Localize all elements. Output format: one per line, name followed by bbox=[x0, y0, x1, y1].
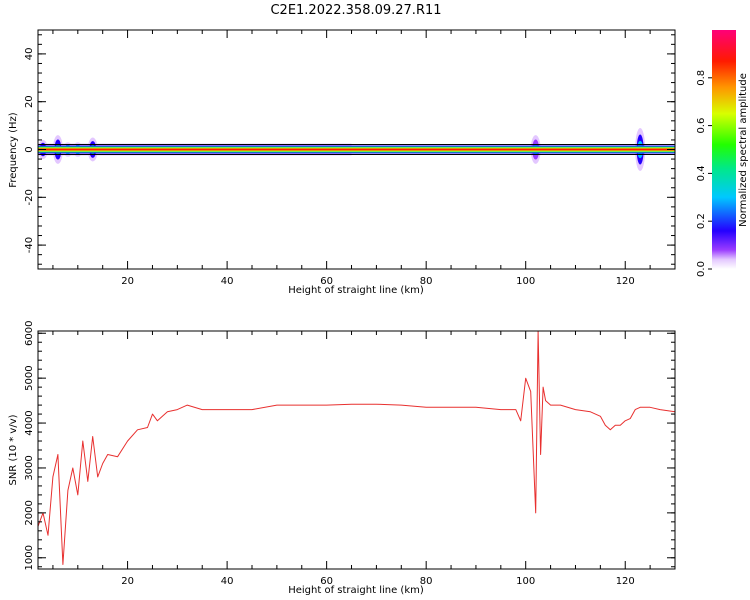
spectrogram-ticks: 20 40 60 80 100 120 -40 -20 0 20 40 bbox=[24, 30, 676, 287]
snr-panel: 20 40 60 80 100 120 1000 2000 3000 4000 5000 6000 H… bbox=[8, 321, 676, 596]
figure-title: C2E1.2022.358.09.27.R11 bbox=[270, 3, 441, 18]
colorbar-tick-label: 0.0 bbox=[696, 261, 707, 277]
spectrogram-y-tick-label: 20 bbox=[24, 95, 35, 108]
spectrogram-ridge-outline bbox=[38, 144, 675, 155]
spectrogram-image bbox=[38, 127, 675, 172]
snr-y-tick-label: 5000 bbox=[24, 365, 35, 390]
snr-y-tick-label: 3000 bbox=[24, 455, 35, 480]
snr-x-tick-label: 60 bbox=[320, 576, 333, 587]
snr-frame bbox=[37, 330, 676, 570]
snr-y-tick-label: 1000 bbox=[24, 545, 35, 570]
spectrogram-y-tick-label: 40 bbox=[24, 48, 35, 61]
spectrogram-x-tick-label: 60 bbox=[320, 276, 333, 287]
snr-x-tick-label: 40 bbox=[221, 576, 234, 587]
colorbar-tick-label: 0.8 bbox=[696, 70, 707, 86]
spectrogram-y-tick-label: -40 bbox=[24, 237, 35, 253]
spectrogram-x-axis-label: Height of straight line (km) bbox=[288, 285, 424, 296]
spectrogram-x-tick-label: 80 bbox=[420, 276, 433, 287]
spectrogram-x-tick-label: 100 bbox=[516, 276, 535, 287]
spectrogram-x-tick-label: 120 bbox=[616, 276, 635, 287]
snr-x-tick-label: 80 bbox=[420, 576, 433, 587]
colorbar-label: Normalized spectral amplitude bbox=[738, 73, 749, 227]
snr-y-axis-label: SNR (10 * v/v) bbox=[8, 414, 19, 485]
snr-y-tick-label: 6000 bbox=[24, 321, 35, 346]
snr-y-tick-label: 2000 bbox=[24, 500, 35, 525]
spectrogram-y-tick-label: 0 bbox=[24, 146, 35, 152]
snr-x-tick-label: 120 bbox=[616, 576, 635, 587]
colorbar-tick-label: 0.6 bbox=[696, 118, 707, 134]
snr-series-line bbox=[38, 331, 675, 565]
snr-ticks: 20 40 60 80 100 120 1000 2000 3000 4000 5000 6000 bbox=[24, 321, 676, 587]
colorbar-tick-label: 0.4 bbox=[696, 165, 707, 181]
snr-x-tick-label: 100 bbox=[516, 576, 535, 587]
spectrogram-y-tick-label: -20 bbox=[24, 189, 35, 205]
snr-x-axis-label: Height of straight line (km) bbox=[288, 585, 424, 596]
colorbar-tick-label: 0.2 bbox=[696, 213, 707, 229]
spectrogram-ridge bbox=[38, 148, 675, 151]
colorbar-ticks: 0.0 0.2 0.4 0.6 0.8 bbox=[696, 70, 712, 277]
colorbar: 0.0 0.2 0.4 0.6 0.8 Normalized spectral ampl… bbox=[696, 30, 749, 277]
spectrogram-x-tick-label: 20 bbox=[121, 276, 134, 287]
snr-y-tick-label: 4000 bbox=[24, 410, 35, 435]
snr-x-tick-label: 20 bbox=[121, 576, 134, 587]
spectrogram-y-axis-label: Frequency (Hz) bbox=[8, 112, 19, 188]
spectrogram-panel: 20 40 60 80 100 120 -40 -20 0 20 40 Height of stra… bbox=[8, 29, 676, 296]
colorbar-gradient bbox=[712, 30, 736, 269]
spectrogram-x-tick-label: 40 bbox=[221, 276, 234, 287]
